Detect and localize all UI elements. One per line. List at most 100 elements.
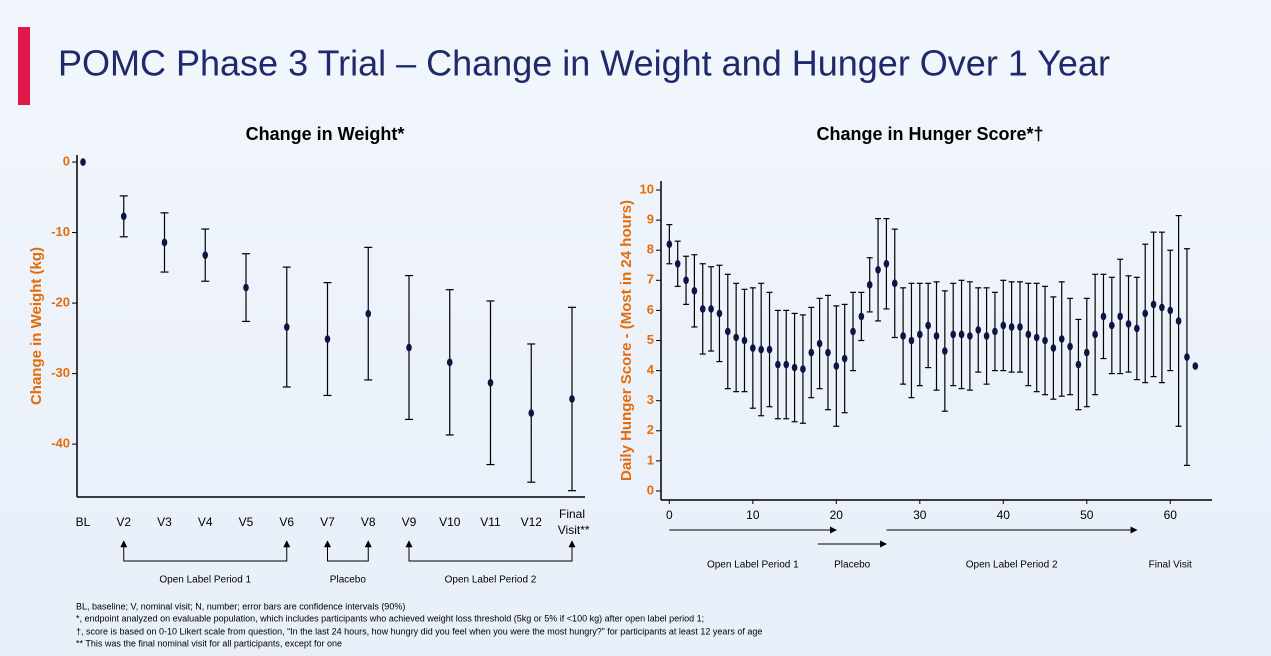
annotation: Final Visit xyxy=(1149,560,1192,571)
period-bracket xyxy=(405,540,576,562)
point xyxy=(766,345,773,354)
period-bracket xyxy=(324,540,372,562)
y-tick-label: 0 xyxy=(647,482,654,497)
y-axis-label: Change in Weight (kg) xyxy=(28,247,45,405)
point xyxy=(733,333,739,342)
point xyxy=(816,339,823,348)
point xyxy=(1142,309,1149,318)
point xyxy=(324,335,331,343)
x-tick-label: 10 xyxy=(746,508,760,522)
period-label: Open Label Period 1 xyxy=(707,560,799,571)
y-tick-label: -20 xyxy=(51,295,70,310)
point xyxy=(1134,324,1140,333)
point xyxy=(942,347,948,355)
point xyxy=(800,365,806,373)
point xyxy=(983,332,990,340)
point xyxy=(958,330,965,339)
x-tick-label: V10 xyxy=(439,515,461,529)
footnote: †, score is based on 0-10 Likert scale f… xyxy=(76,626,762,636)
point xyxy=(1000,321,1007,330)
point xyxy=(933,332,940,340)
point xyxy=(950,330,956,339)
point xyxy=(1167,306,1174,315)
period-label: Placebo xyxy=(834,560,871,571)
period-label: Open Label Period 1 xyxy=(159,575,251,586)
point xyxy=(1025,330,1032,339)
point xyxy=(446,358,453,367)
slide-title: POMC Phase 3 Trial – Change in Weight an… xyxy=(58,43,1110,84)
point xyxy=(243,283,249,292)
x-tick-label: V6 xyxy=(279,515,294,529)
chart-title: Change in Hunger Score*† xyxy=(816,124,1043,144)
point xyxy=(161,238,168,247)
y-tick-label: 4 xyxy=(647,362,655,377)
x-tick-label: BL xyxy=(76,515,91,529)
point xyxy=(528,409,535,417)
point xyxy=(791,363,798,372)
point xyxy=(80,158,86,166)
point xyxy=(716,309,723,318)
point xyxy=(1100,312,1107,321)
point xyxy=(1008,323,1015,331)
y-tick-label: 8 xyxy=(647,242,654,257)
x-tick-label: Final Visit** xyxy=(554,507,589,537)
point xyxy=(908,336,915,345)
x-tick-label: 50 xyxy=(1080,508,1094,522)
footnote: ** This was the final nominal visit for … xyxy=(76,638,342,648)
point xyxy=(858,312,865,321)
point xyxy=(1092,330,1098,339)
y-tick-label: 0 xyxy=(63,153,70,168)
point xyxy=(825,348,831,357)
x-tick-label: V12 xyxy=(521,515,543,529)
point xyxy=(992,327,998,336)
point xyxy=(783,360,790,369)
point xyxy=(841,354,848,363)
y-tick-label: -30 xyxy=(51,365,70,380)
point xyxy=(900,332,906,340)
chart-title: Change in Weight* xyxy=(246,124,405,144)
point xyxy=(925,321,931,330)
y-tick-label: 10 xyxy=(640,181,654,196)
footnote: *, endpoint analyzed on evaluable popula… xyxy=(76,613,704,623)
point xyxy=(666,240,673,248)
x-tick-label: 0 xyxy=(666,508,673,522)
point xyxy=(758,345,764,354)
point xyxy=(883,259,890,268)
point xyxy=(917,330,923,339)
x-tick-label: V11 xyxy=(480,515,501,529)
point xyxy=(1083,348,1090,357)
point xyxy=(1109,321,1115,330)
x-tick-label: V5 xyxy=(239,515,254,529)
x-tick-label: 60 xyxy=(1164,508,1178,522)
point xyxy=(1192,362,1199,370)
period-label: Open Label Period 2 xyxy=(966,560,1058,571)
point xyxy=(724,327,731,336)
point xyxy=(1125,320,1132,328)
point xyxy=(1042,336,1048,345)
y-tick-label: 3 xyxy=(647,392,654,407)
point xyxy=(891,279,898,288)
period-label: Open Label Period 2 xyxy=(445,575,537,586)
x-tick-label: V2 xyxy=(116,515,131,529)
point xyxy=(1117,312,1123,321)
x-tick-label: V4 xyxy=(198,515,213,529)
period-bracket xyxy=(120,540,291,562)
y-tick-label: 7 xyxy=(647,272,654,287)
point xyxy=(1017,323,1023,331)
point xyxy=(1175,317,1182,325)
point xyxy=(691,287,698,295)
x-tick-label: 40 xyxy=(997,508,1011,522)
point xyxy=(975,326,982,334)
point xyxy=(202,251,209,259)
y-axis-label: Daily Hunger Score - (Most in 24 hours) xyxy=(618,200,635,481)
x-tick-label: 20 xyxy=(830,508,844,522)
point xyxy=(866,281,873,289)
point xyxy=(1159,303,1165,312)
point xyxy=(741,336,748,345)
y-tick-label: 2 xyxy=(647,422,654,437)
point xyxy=(775,360,781,369)
x-tick-label: 30 xyxy=(913,508,927,522)
point xyxy=(683,276,689,285)
y-tick-label: 5 xyxy=(647,332,654,347)
point xyxy=(875,265,881,274)
